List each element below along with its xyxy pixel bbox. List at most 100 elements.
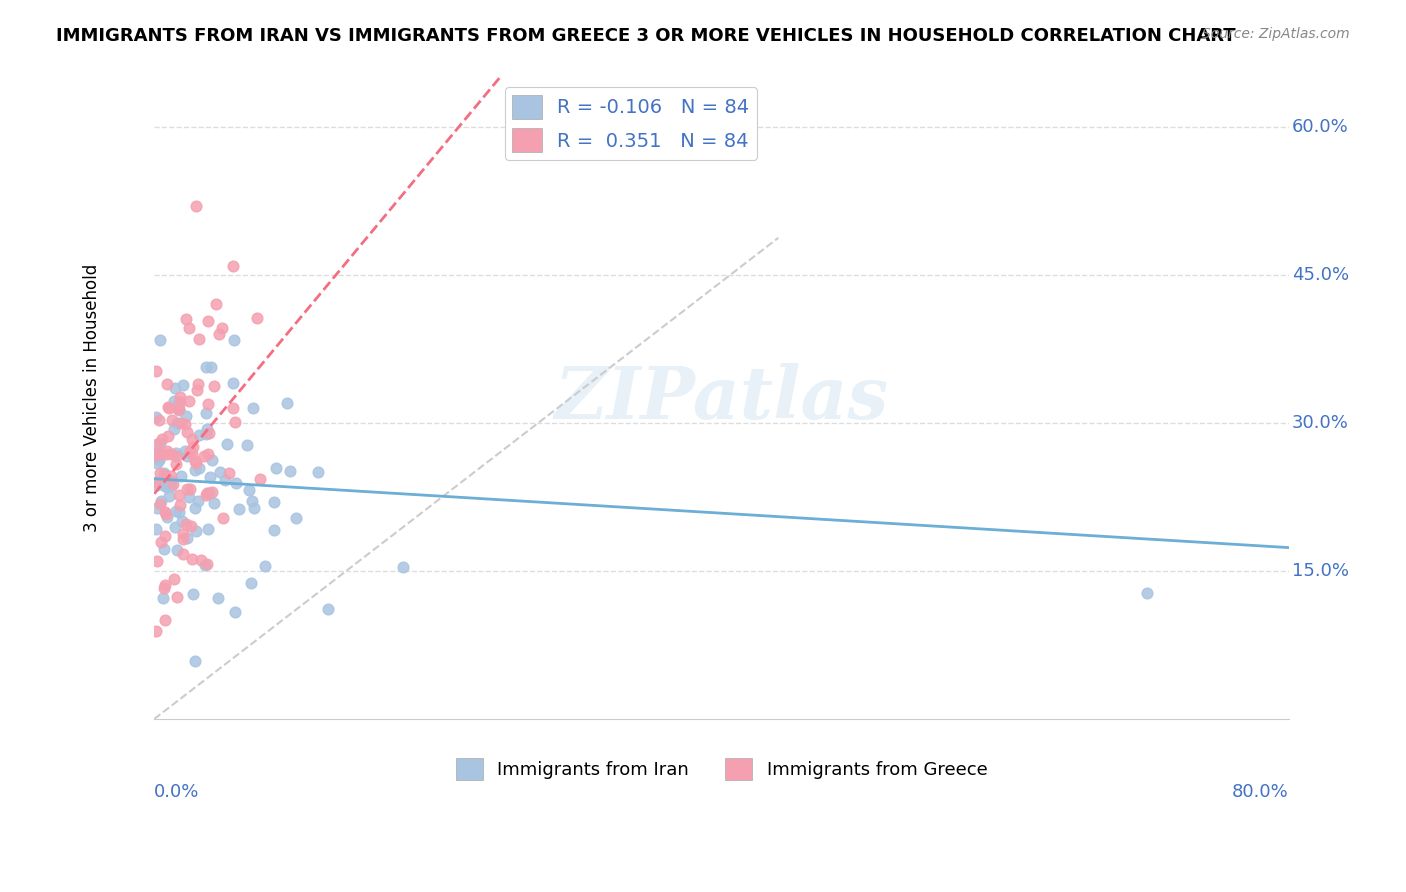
Point — [169, 390, 191, 404]
Point — [197, 447, 219, 461]
Point — [156, 480, 179, 494]
Point — [160, 468, 183, 483]
Point — [197, 523, 219, 537]
Point — [174, 444, 197, 458]
Point — [149, 466, 172, 480]
Point — [148, 413, 170, 427]
Point — [153, 578, 176, 592]
Point — [202, 495, 225, 509]
Point — [246, 310, 269, 325]
Point — [150, 433, 173, 447]
Point — [157, 400, 180, 414]
Point — [197, 314, 219, 328]
Point — [225, 475, 247, 490]
Point — [184, 500, 207, 515]
Point — [222, 259, 245, 273]
Point — [188, 461, 211, 475]
Point — [150, 494, 173, 508]
Point — [278, 465, 301, 479]
Point — [145, 523, 167, 537]
Point — [222, 333, 245, 347]
Point — [160, 479, 183, 493]
Point — [198, 486, 221, 500]
Point — [165, 457, 187, 471]
Point — [145, 448, 167, 462]
Text: 3 or more Vehicles in Household: 3 or more Vehicles in Household — [83, 264, 101, 533]
Point — [215, 436, 238, 450]
Point — [201, 453, 224, 467]
Point — [193, 449, 215, 463]
Point — [263, 523, 285, 537]
Point — [207, 591, 229, 606]
Point — [145, 437, 167, 451]
Text: Source: ZipAtlas.com: Source: ZipAtlas.com — [1202, 27, 1350, 41]
Point — [194, 558, 217, 573]
Point — [165, 449, 187, 463]
Text: 80.0%: 80.0% — [1232, 783, 1289, 801]
Point — [166, 542, 188, 557]
Legend: Immigrants from Iran, Immigrants from Greece: Immigrants from Iran, Immigrants from Gr… — [449, 750, 994, 787]
Point — [249, 472, 271, 486]
Point — [145, 624, 167, 639]
Point — [181, 432, 204, 446]
Point — [170, 416, 193, 430]
Point — [285, 510, 308, 524]
Point — [153, 529, 176, 543]
Point — [167, 397, 190, 411]
Point — [145, 475, 167, 490]
Point — [155, 467, 177, 482]
Point — [152, 591, 174, 606]
Text: IMMIGRANTS FROM IRAN VS IMMIGRANTS FROM GREECE 3 OR MORE VEHICLES IN HOUSEHOLD C: IMMIGRANTS FROM IRAN VS IMMIGRANTS FROM … — [56, 27, 1236, 45]
Text: ZIPatlas: ZIPatlas — [554, 363, 889, 434]
Point — [167, 402, 190, 417]
Point — [174, 517, 197, 532]
Point — [166, 416, 188, 430]
Point — [176, 449, 198, 463]
Point — [214, 473, 236, 487]
Point — [198, 425, 221, 440]
Point — [149, 435, 172, 450]
Point — [202, 379, 225, 393]
Point — [153, 478, 176, 492]
Text: 45.0%: 45.0% — [1292, 266, 1348, 284]
Point — [177, 490, 200, 504]
Point — [149, 535, 172, 549]
Point — [218, 466, 240, 480]
Point — [166, 591, 188, 605]
Point — [224, 605, 246, 619]
Point — [180, 518, 202, 533]
Point — [155, 508, 177, 522]
Point — [221, 376, 243, 390]
Point — [167, 488, 190, 502]
Point — [195, 427, 218, 442]
Point — [194, 405, 217, 419]
Point — [184, 199, 207, 213]
Point — [187, 494, 209, 508]
Point — [145, 364, 167, 378]
Point — [145, 446, 167, 460]
Point — [145, 409, 167, 424]
Point — [179, 444, 201, 458]
Point — [157, 401, 180, 415]
Point — [169, 505, 191, 519]
Point — [156, 376, 179, 391]
Point — [236, 438, 259, 452]
Point — [150, 447, 173, 461]
Point — [201, 485, 224, 500]
Point — [156, 429, 179, 443]
Point — [240, 575, 263, 590]
Point — [238, 483, 260, 498]
Point — [205, 297, 228, 311]
Point — [186, 383, 208, 397]
Point — [176, 532, 198, 546]
Point — [184, 654, 207, 668]
Point — [179, 482, 201, 496]
Point — [195, 485, 218, 500]
Point — [172, 547, 194, 561]
Point — [174, 311, 197, 326]
Point — [179, 394, 201, 409]
Point — [177, 321, 200, 335]
Point — [187, 428, 209, 442]
Point — [181, 447, 204, 461]
Point — [149, 333, 172, 347]
